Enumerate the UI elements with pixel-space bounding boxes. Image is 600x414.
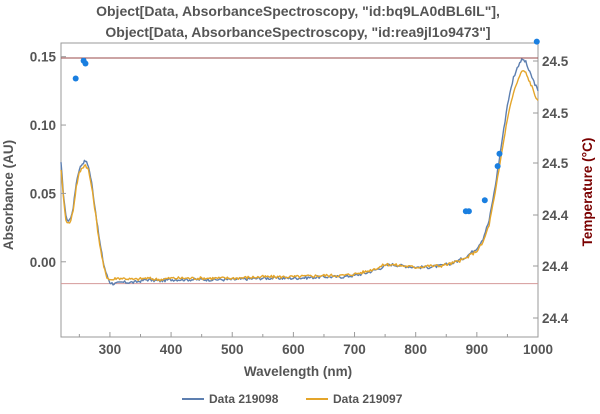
chart-title-line-1: Object[Data, AbsorbanceSpectroscopy, "id…	[96, 3, 500, 19]
x-tick-label: 400	[160, 342, 183, 357]
series-line-2	[60, 70, 539, 282]
x-tick-label: 500	[221, 342, 244, 357]
y2-tick-label: 24.5	[542, 106, 569, 121]
legend: Data 219098 Data 219097	[182, 392, 403, 406]
y2-tick-label: 24.5	[542, 54, 569, 69]
temperature-point	[481, 197, 488, 204]
plot-frame	[60, 42, 539, 338]
y-tick-label: 0.00	[30, 255, 56, 270]
temperature-point	[465, 208, 472, 215]
series-line-1	[60, 58, 539, 286]
y-tick-label: 0.05	[30, 186, 57, 201]
temperature-point	[494, 163, 501, 170]
x-tick-label: 800	[404, 342, 427, 357]
y2-tick-label: 24.4	[542, 208, 569, 223]
series-group	[60, 58, 539, 286]
x-tick-label: 900	[466, 342, 489, 357]
x-axis-ticks: 300 400 500 600 700 800 900 1000	[78, 332, 553, 357]
y-tick-label: 0.15	[30, 50, 57, 65]
y2-axis-ticks: 24.5 24.5 24.5 24.4 24.4 24.4	[533, 54, 569, 326]
legend-label-series-2: Data 219097	[333, 392, 403, 406]
x-tick-label: 1000	[523, 342, 553, 357]
y2-tick-label: 24.4	[542, 259, 569, 274]
y-tick-label: 0.10	[30, 118, 56, 133]
y2-tick-label: 24.4	[542, 311, 569, 326]
y2-axis-label: Temperature (°C)	[580, 138, 595, 247]
y-axis-label: Absorbance (AU)	[1, 140, 16, 250]
reference-lines	[61, 57, 538, 285]
y-axis-ticks: 0.15 0.10 0.05 0.00	[30, 50, 66, 270]
x-axis-label: Wavelength (nm)	[244, 364, 352, 379]
temperature-point	[533, 38, 540, 45]
x-tick-label: 700	[343, 342, 366, 357]
x-tick-label: 600	[282, 342, 305, 357]
x-tick-label: 300	[99, 342, 122, 357]
temperature-points	[72, 38, 540, 215]
chart-title-line-2: Object[Data, AbsorbanceSpectroscopy, "id…	[105, 24, 490, 40]
chart-title: Object[Data, AbsorbanceSpectroscopy, "id…	[96, 3, 500, 40]
y2-tick-label: 24.5	[542, 156, 569, 171]
temperature-point	[496, 150, 503, 157]
legend-label-series-1: Data 219098	[209, 392, 279, 406]
temperature-point	[82, 60, 89, 67]
temperature-point	[72, 75, 79, 82]
